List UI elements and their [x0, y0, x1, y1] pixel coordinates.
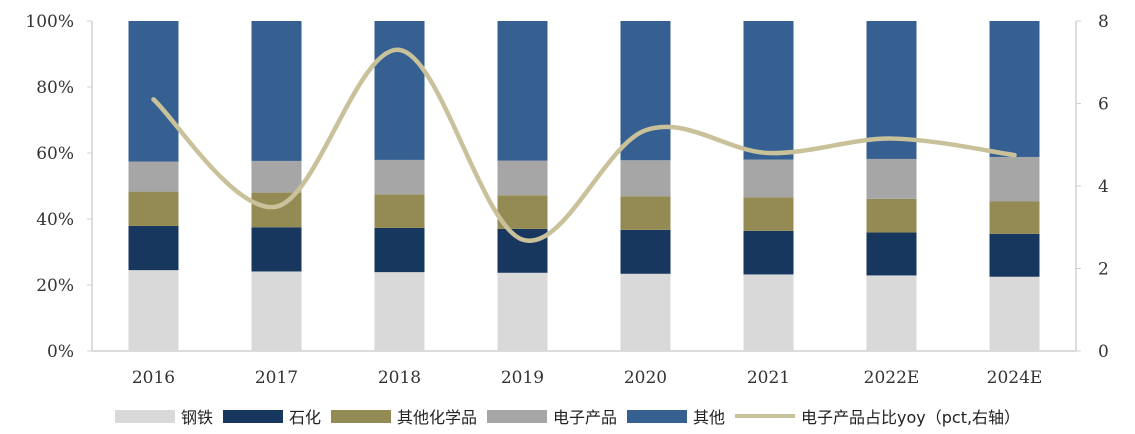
y2-tick-label: 8 [1098, 12, 1109, 32]
legend-swatch [222, 409, 283, 423]
x-tick-label: 2021 [747, 368, 790, 388]
legend-swatch [330, 409, 391, 423]
x-tick-label: 2022E [864, 368, 920, 388]
bar-segment-石化 [497, 228, 548, 273]
legend-label: 电子产品占比yoy（pct,右轴） [801, 408, 1021, 427]
bar-segment-其他 [251, 21, 302, 161]
x-tick-label: 2024E [987, 368, 1043, 388]
y-tick-label: 0% [47, 342, 74, 362]
bar-segment-其他化学品 [743, 197, 794, 231]
bar-segment-钢铁 [743, 274, 794, 351]
bar-segment-石化 [989, 233, 1040, 277]
legend-label: 钢铁 [180, 408, 213, 427]
y-tick-label: 20% [36, 276, 74, 296]
y2-tick-label: 0 [1098, 342, 1109, 362]
x-tick-label: 2020 [624, 368, 667, 388]
legend-item: 其他化学品 [330, 404, 477, 428]
bar-segment-电子产品 [866, 158, 917, 199]
bar-segment-石化 [374, 227, 425, 273]
bar-segment-其他 [866, 21, 917, 159]
bar-segment-电子产品 [251, 160, 302, 193]
bar-segment-其他 [128, 21, 179, 162]
legend-item: 电子产品占比yoy（pct,右轴） [735, 404, 1020, 428]
legend-item: 钢铁 [114, 404, 213, 428]
x-tick-label: 2017 [255, 368, 298, 388]
legend-item: 石化 [222, 404, 321, 428]
x-tick-label: 2018 [378, 368, 421, 388]
y2-tick-label: 6 [1098, 95, 1109, 115]
bar-segment-其他化学品 [374, 194, 425, 228]
y-tick-label: 40% [36, 210, 74, 230]
bar-segment-其他 [374, 21, 425, 160]
bar-segment-其他化学品 [128, 191, 179, 226]
bar-segment-钢铁 [866, 275, 917, 351]
bar-segment-电子产品 [497, 160, 548, 196]
legend-swatch [486, 409, 547, 423]
x-tick-label: 2016 [132, 368, 175, 388]
bar-segment-电子产品 [128, 161, 179, 192]
legend-swatch [627, 409, 687, 423]
bar-segment-其他 [497, 21, 548, 161]
legend-item: 其他 [627, 404, 725, 428]
bar-segment-钢铁 [620, 273, 671, 351]
bar-segment-电子产品 [989, 156, 1040, 202]
legend-item: 电子产品 [486, 404, 617, 428]
bar-segment-石化 [251, 227, 302, 272]
y-tick-label: 80% [36, 78, 74, 98]
legend-label: 其他 [693, 408, 726, 427]
bar-segment-钢铁 [251, 271, 302, 351]
bar-segment-钢铁 [374, 272, 425, 351]
bar-segment-其他 [743, 21, 794, 160]
y-tick-label: 100% [25, 12, 74, 32]
bar-segment-电子产品 [743, 159, 794, 198]
legend: 钢铁 石化 其他化学品 电子产品 其他 电子产品占比yoy（pct,右轴） [0, 404, 1135, 428]
bar-segment-其他化学品 [866, 198, 917, 233]
bar-segment-电子产品 [620, 160, 671, 197]
bar-segment-电子产品 [374, 159, 425, 195]
legend-line-swatch [735, 414, 796, 418]
bar-segment-石化 [743, 230, 794, 275]
y2-tick-label: 2 [1098, 260, 1109, 280]
legend-label: 石化 [288, 408, 321, 427]
bar-segment-石化 [866, 232, 917, 276]
legend-label: 电子产品 [552, 408, 617, 427]
bar-segment-其他 [989, 21, 1040, 157]
y2-tick-label: 4 [1098, 177, 1109, 197]
bar-segment-其他 [620, 21, 671, 161]
bar-segment-其他化学品 [620, 196, 671, 230]
bar-segment-其他化学品 [989, 201, 1040, 234]
legend-swatch [114, 409, 175, 423]
y-tick-label: 60% [36, 144, 74, 164]
series-line-yoy [151, 47, 1017, 243]
legend-label: 其他化学品 [396, 408, 477, 427]
bar-segment-石化 [620, 229, 671, 274]
bar-segment-石化 [128, 225, 179, 271]
bar-segment-钢铁 [989, 276, 1040, 351]
x-tick-label: 2019 [501, 368, 544, 388]
bar-segment-钢铁 [128, 270, 179, 351]
bar-segment-钢铁 [497, 272, 548, 351]
